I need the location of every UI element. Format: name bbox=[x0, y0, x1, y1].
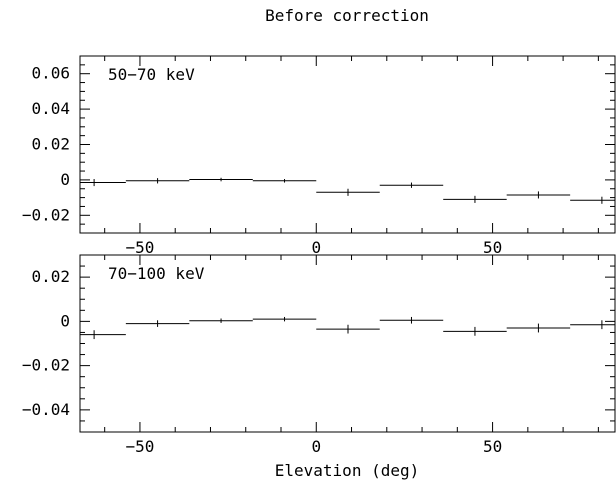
x-tick-label: 0 bbox=[311, 238, 321, 257]
chart-title: Before correction bbox=[265, 6, 429, 25]
x-tick-label: −50 bbox=[125, 437, 154, 456]
energy-band-label: 50−70 keV bbox=[108, 65, 195, 84]
x-tick-label: −50 bbox=[125, 238, 154, 257]
x-tick-label: 0 bbox=[311, 437, 321, 456]
y-tick-label: 0.06 bbox=[31, 64, 70, 83]
y-tick-label: −0.02 bbox=[22, 205, 70, 224]
y-tick-label: −0.02 bbox=[22, 356, 70, 375]
energy-band-label: 70−100 keV bbox=[108, 264, 205, 283]
x-axis-label: Elevation (deg) bbox=[275, 461, 420, 480]
y-tick-label: 0 bbox=[60, 170, 70, 189]
y-tick-label: 0.02 bbox=[31, 135, 70, 154]
panel-70-100-kev: −0.04 −0.02 0 0.02 −50 0 50 70−100 keV bbox=[22, 254, 616, 456]
x-tick-label: 50 bbox=[483, 437, 502, 456]
y-tick-label: 0 bbox=[60, 311, 70, 330]
y-tick-label: −0.04 bbox=[22, 400, 70, 419]
y-tick-label: 0.04 bbox=[31, 99, 70, 118]
panel-50-70-kev: −0.02 0 0.02 0.04 0.06 −50 0 50 50−70 keV bbox=[22, 55, 616, 257]
y-tick-label: 0.02 bbox=[31, 267, 70, 286]
x-tick-label: 50 bbox=[483, 238, 502, 257]
